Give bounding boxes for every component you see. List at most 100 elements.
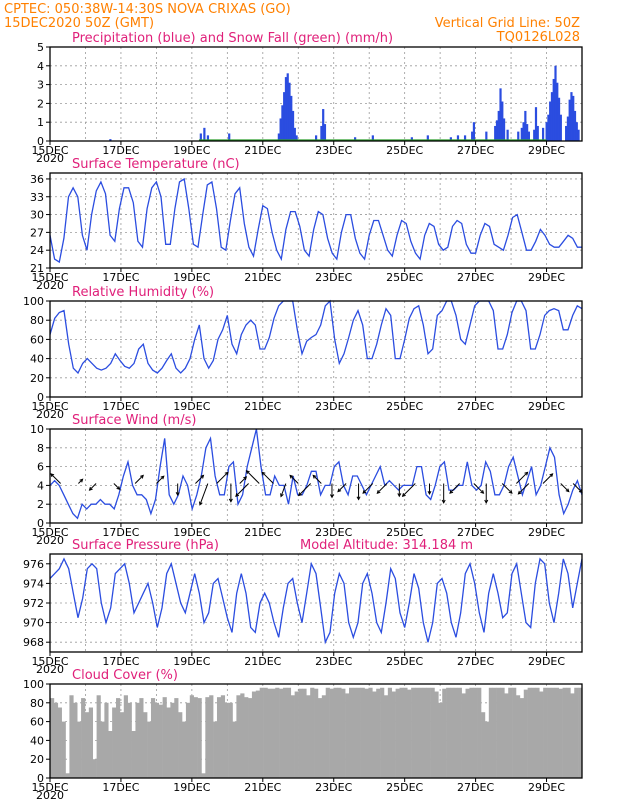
wind-arrow-shaft	[402, 483, 416, 497]
wind-arrow-head	[441, 499, 446, 504]
wind-arrow	[50, 473, 61, 484]
cloud-cover-bar	[531, 687, 536, 778]
cloud-cover-bar	[209, 695, 214, 778]
wind-arrow-shaft	[312, 475, 322, 484]
temp-frame	[49, 172, 583, 269]
precip-bar	[534, 107, 538, 141]
wind-arrow-head	[397, 493, 402, 498]
cloud-cover-bar	[57, 707, 62, 778]
wind-arrow-shaft	[542, 473, 554, 484]
cloud-cover-bar	[426, 687, 431, 778]
wind-arrow-head	[140, 474, 144, 479]
wind-arrow-shaft	[518, 483, 530, 495]
cloud-xtick-label: 15DEC	[31, 781, 68, 794]
cloud-cover-bar	[104, 702, 109, 778]
wind-ytick-label: 6	[37, 461, 44, 474]
cloud-cover-bar	[267, 688, 272, 778]
precip-xtick-label: 29DEC	[528, 144, 565, 157]
cloud-cover-bar	[108, 731, 113, 778]
wind-xtick-label: 27DEC	[457, 526, 494, 539]
precip-frame	[49, 46, 583, 142]
cloud-cover-bar	[123, 695, 128, 778]
cloud-cover-bar	[286, 687, 292, 778]
wind-arrow	[280, 483, 287, 498]
wind-arrow-head	[79, 478, 84, 483]
precip-bar	[552, 78, 555, 141]
pressure-xtick-label: 21DEC	[244, 655, 281, 668]
cloud-xtick-label: 29DEC	[528, 781, 565, 794]
wind-arrow-head	[297, 492, 302, 497]
precip-bar	[354, 137, 357, 141]
precip-xtick-label: 27DEC	[457, 144, 494, 157]
cloud-cover-bar	[154, 702, 160, 778]
wind-arrow	[175, 483, 180, 497]
wind-panel: Surface Wind (m/s) 0 2 4 6 8 10 15DEC 17DEC 19DEC…	[30, 413, 583, 547]
wind-arrow	[261, 471, 274, 484]
cloud-cover-bar	[554, 687, 560, 778]
precip-bar	[410, 137, 413, 141]
cloud-cover-bar	[496, 687, 501, 778]
wind-arrow-shaft	[572, 483, 583, 493]
precip-bar	[323, 124, 327, 141]
cloud-cover-bar	[314, 688, 319, 778]
precip-bar	[277, 133, 280, 141]
precip-bar	[533, 129, 536, 141]
wind-xtick-label: 17DEC	[102, 526, 139, 539]
cloud-cover-bar	[112, 707, 117, 778]
cloud-cover-bar	[131, 731, 136, 778]
temp-title: Surface Temperature (nC)	[72, 157, 240, 172]
pressure-year-label: 2020	[36, 663, 64, 676]
precip-bar	[286, 73, 289, 141]
wind-arrow-head	[449, 489, 454, 494]
cloud-cover-bar	[189, 695, 194, 778]
pressure-xtick-label: 17DEC	[102, 655, 139, 668]
precip-bar	[371, 135, 374, 141]
wind-arrow	[329, 483, 334, 499]
wind-arrow-head	[289, 474, 294, 479]
wind-arrow-head	[356, 496, 361, 501]
cloud-frame	[49, 683, 583, 779]
wind-arrow	[235, 483, 249, 498]
precip-bar	[203, 127, 206, 141]
wind-arrow	[517, 483, 530, 495]
cloud-cover-bar	[251, 691, 257, 778]
cloud-cover-bar	[364, 688, 369, 778]
cloud-cover-bar	[372, 691, 377, 778]
cloud-cover-bar	[213, 721, 218, 778]
cloud-ytick-label: 20	[30, 753, 44, 766]
wind-arrow-shaft	[89, 483, 97, 491]
precip-bar	[320, 125, 323, 141]
cloud-cover-bar	[387, 687, 393, 778]
cloud-cover-bar	[500, 687, 505, 778]
precip-bar	[463, 135, 467, 141]
wind-arrow-head	[200, 474, 205, 479]
wind-arrow-head	[243, 476, 248, 481]
cloud-cover-bar	[547, 687, 552, 778]
precip-bar	[541, 127, 545, 141]
wind-arrow-shaft	[134, 475, 144, 484]
precip-bar	[495, 120, 499, 141]
cloud-cover-bar	[50, 698, 55, 778]
cloud-cover-bar	[341, 688, 346, 778]
cloud-cover-bar	[411, 687, 416, 778]
cloud-cover-bar	[453, 687, 459, 778]
cloud-ytick-label: 100	[23, 678, 44, 691]
temp-panel: Surface Temperature (nC) 21 24 27 30 33 36 15DE…	[30, 157, 583, 292]
rh-year-label: 2020	[36, 408, 64, 421]
precip-bar	[456, 135, 460, 141]
cloud-cover-bar	[73, 702, 78, 778]
precip-bar	[554, 65, 557, 141]
precip-bar	[573, 110, 577, 141]
cloud-cover-bar	[329, 688, 334, 778]
cloud-cover-bar	[558, 688, 563, 778]
pressure-xtick-label: 27DEC	[457, 655, 494, 668]
precip-bar	[575, 122, 578, 141]
cloud-cover-bar	[535, 687, 540, 778]
precip-bar	[494, 125, 497, 141]
precip-xtick-label: 23DEC	[315, 144, 352, 157]
cloud-cover-bar	[349, 687, 354, 778]
wind-arrow	[312, 474, 322, 484]
cloud-cover-bar	[205, 697, 210, 778]
cloud-cover-bar	[481, 712, 486, 778]
cloud-cover-bar	[116, 698, 121, 778]
